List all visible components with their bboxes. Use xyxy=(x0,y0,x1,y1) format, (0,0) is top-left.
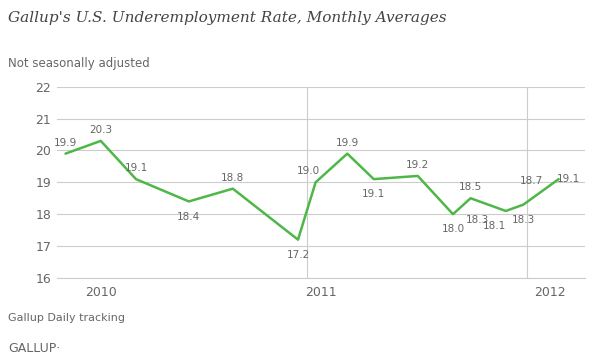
Text: 18.0: 18.0 xyxy=(441,224,464,234)
Text: Gallup Daily tracking: Gallup Daily tracking xyxy=(8,313,125,323)
Text: Gallup's U.S. Underemployment Rate, Monthly Averages: Gallup's U.S. Underemployment Rate, Mont… xyxy=(8,11,447,25)
Text: 19.9: 19.9 xyxy=(336,137,359,148)
Text: 18.4: 18.4 xyxy=(177,212,201,222)
Text: 20.3: 20.3 xyxy=(89,125,112,135)
Text: 18.3: 18.3 xyxy=(466,215,489,225)
Text: 19.1: 19.1 xyxy=(557,174,580,184)
Text: 19.0: 19.0 xyxy=(297,166,320,176)
Text: 18.8: 18.8 xyxy=(221,172,244,183)
Text: 18.5: 18.5 xyxy=(459,182,482,192)
Text: 19.1: 19.1 xyxy=(124,163,147,173)
Text: 19.9: 19.9 xyxy=(54,137,77,148)
Text: 19.2: 19.2 xyxy=(406,160,429,170)
Text: 18.7: 18.7 xyxy=(519,176,543,186)
Text: Not seasonally adjusted: Not seasonally adjusted xyxy=(8,57,149,70)
Text: GALLUP·: GALLUP· xyxy=(8,342,60,354)
Text: 17.2: 17.2 xyxy=(287,250,310,260)
Text: 18.3: 18.3 xyxy=(512,215,535,225)
Text: 19.1: 19.1 xyxy=(362,189,385,199)
Text: 18.1: 18.1 xyxy=(483,221,506,231)
